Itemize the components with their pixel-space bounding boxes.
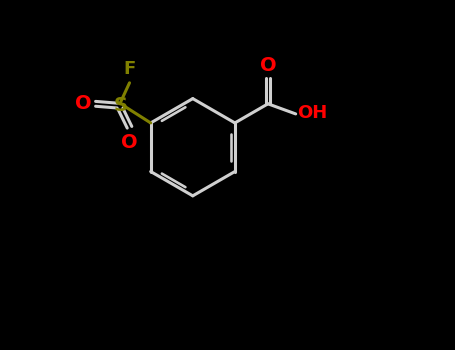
Text: O: O [121,133,138,152]
Text: O: O [75,94,91,113]
Text: F: F [123,60,136,78]
Text: S: S [114,96,127,115]
Text: O: O [260,56,276,75]
Text: OH: OH [298,104,328,122]
